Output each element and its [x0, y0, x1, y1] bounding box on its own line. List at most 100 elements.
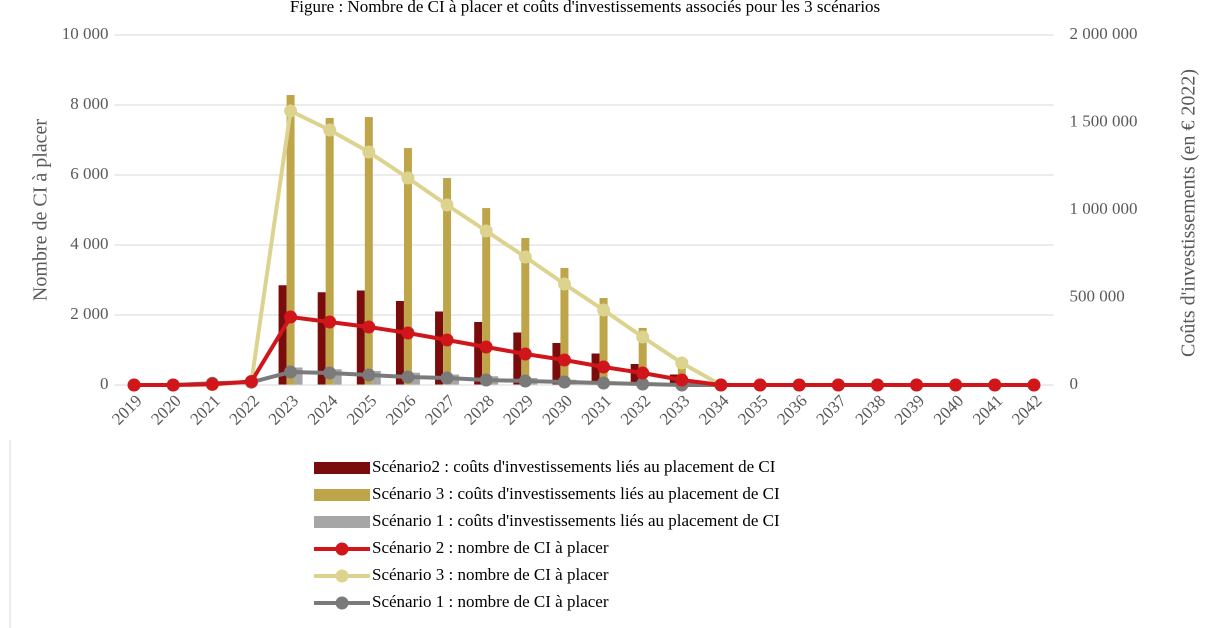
x-tick-label: 2023	[265, 391, 302, 428]
y-tick-label: 2 000	[70, 304, 108, 323]
bar	[591, 353, 600, 385]
line-marker	[597, 376, 611, 390]
line-marker	[518, 374, 532, 388]
x-tick-label: 2024	[304, 391, 342, 429]
x-tick-label: 2020	[147, 391, 184, 428]
bar	[435, 311, 444, 385]
bar	[630, 364, 639, 385]
line-marker	[636, 377, 650, 391]
bar	[599, 298, 608, 385]
bar	[325, 117, 334, 385]
line-marker	[362, 145, 376, 159]
line-marker	[362, 320, 376, 334]
line-marker	[910, 378, 924, 392]
line-marker	[557, 277, 571, 291]
bar	[552, 343, 561, 385]
line-marker	[284, 365, 298, 379]
line-marker	[244, 375, 258, 388]
line-marker	[362, 368, 376, 382]
line-marker	[557, 375, 571, 389]
bar	[364, 117, 373, 385]
line-marker	[949, 378, 963, 392]
line-marker	[597, 303, 611, 317]
legend-label: Scénario 1 : nombre de CI à placer	[372, 592, 609, 611]
line-marker	[636, 330, 650, 344]
line-marker	[753, 378, 767, 392]
x-tick-label: 2029	[499, 391, 536, 428]
x-tick-label: 2021	[186, 391, 223, 428]
legend-label: Scénario 3 : coûts d'investissements lié…	[372, 484, 780, 503]
line-marker	[792, 378, 806, 392]
line-marker	[479, 224, 493, 238]
x-tick-label: 2026	[382, 391, 419, 428]
legend-label: Scénario 3 : nombre de CI à placer	[372, 565, 609, 584]
bar	[443, 177, 452, 385]
bar	[560, 267, 569, 385]
line-marker	[479, 340, 493, 354]
bar	[677, 358, 686, 385]
x-tick-label: 2019	[108, 391, 145, 428]
bar	[294, 367, 303, 385]
x-tick-label: 2027	[421, 391, 459, 429]
bar	[521, 238, 530, 385]
y2-tick-label: 2 000 000	[1070, 24, 1138, 43]
x-tick-label: 2041	[969, 391, 1006, 428]
legend-marker	[335, 596, 349, 610]
bar	[395, 301, 404, 385]
line-marker	[714, 378, 728, 392]
bar	[278, 285, 287, 385]
y2-tick-label: 1 000 000	[1070, 199, 1138, 218]
x-tick-label: 2028	[460, 391, 497, 428]
bar	[372, 371, 381, 385]
line-marker	[518, 250, 532, 264]
bar	[403, 148, 412, 385]
bar	[638, 327, 647, 385]
line-marker	[870, 378, 884, 392]
line-marker	[401, 171, 415, 185]
line-marker	[440, 333, 454, 347]
bar	[356, 290, 365, 385]
line-marker	[518, 347, 532, 361]
x-tick-label: 2034	[695, 391, 733, 429]
y-tick-label: 0	[100, 374, 109, 393]
legend-swatch	[314, 462, 370, 474]
line-marker	[440, 198, 454, 212]
line-marker	[284, 310, 298, 324]
line-marker	[323, 315, 337, 329]
x-tick-label: 2025	[343, 391, 380, 428]
legend-label: Scénario 1 : coûts d'investissements lié…	[372, 511, 780, 530]
line-marker	[675, 356, 689, 370]
x-tick-label: 2038	[852, 391, 889, 428]
y-tick-label: 8 000	[70, 94, 108, 113]
x-tick-label: 2032	[617, 391, 654, 428]
bar	[333, 369, 342, 385]
line-marker	[1027, 378, 1041, 392]
x-tick-label: 2031	[578, 391, 615, 428]
legend-swatch	[314, 516, 370, 528]
line-marker	[284, 104, 298, 118]
x-tick-label: 2036	[773, 391, 810, 428]
x-tick-label: 2039	[891, 391, 928, 428]
x-tick-label: 2037	[812, 391, 850, 429]
line-marker	[166, 378, 180, 392]
y-axis-title: Nombre de CI à placer	[30, 119, 52, 301]
legend-marker	[335, 569, 349, 583]
line	[134, 107, 1034, 387]
bar	[474, 322, 483, 385]
bar	[317, 292, 326, 385]
bar	[482, 208, 491, 385]
line-marker	[401, 370, 415, 384]
legend-swatch	[314, 489, 370, 501]
legend-label: Scénario 2 : nombre de CI à placer	[372, 538, 609, 557]
line-marker	[127, 378, 141, 392]
x-tick-label: 2042	[1008, 391, 1045, 428]
legend-marker	[335, 542, 349, 556]
line-marker	[440, 371, 454, 385]
line-marker	[557, 353, 571, 367]
y-tick-label: 6 000	[70, 164, 108, 183]
line-marker	[597, 360, 611, 374]
y-tick-label: 10 000	[62, 24, 109, 43]
bar	[513, 332, 522, 385]
x-tick-label: 2040	[930, 391, 967, 428]
